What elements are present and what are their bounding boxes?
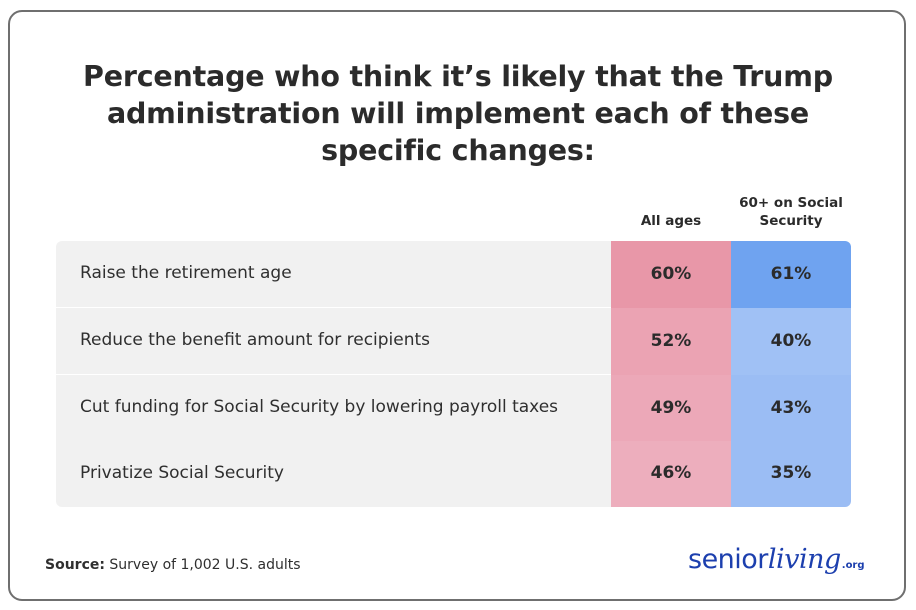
source-note: Source: Survey of 1,002 U.S. adults [45,557,301,573]
row-label-cell: Privatize Social Security [56,441,611,507]
table-row: Cut funding for Social Security by lower… [56,375,851,441]
seniorliving-logo: seniorliving.org [688,544,865,584]
table-row: Raise the retirement age 60% 61% [56,241,851,308]
chart-title: Percentage who think it’s likely that th… [0,58,916,169]
logo-org: .org [841,560,865,571]
table-row: Reduce the benefit amount for recipients… [56,308,851,375]
value-cell-all-ages: 60% [611,241,731,308]
value-cell-all-ages: 52% [611,308,731,375]
row-label-cell: Raise the retirement age [56,241,611,307]
table-row: Privatize Social Security 46% 35% [56,441,851,507]
logo-living: living [767,544,841,575]
column-header-senior-line-2: Security [759,212,823,229]
row-label: Raise the retirement age [80,263,292,283]
row-label: Reduce the benefit amount for recipients [80,330,431,350]
title-line-3: specific changes: [321,134,595,167]
value-cell-senior: 43% [731,375,851,441]
column-header-senior: 60+ on Social Security [721,195,861,230]
logo-senior: senior [688,544,768,575]
source-label: Source: [45,557,105,573]
column-header-senior-line-1: 60+ on Social [739,195,843,211]
row-label-cell: Reduce the benefit amount for recipients [56,308,611,374]
column-header-all-ages-text: All ages [640,213,702,229]
value-cell-all-ages: 49% [611,375,731,441]
value-cell-senior: 61% [731,241,851,308]
row-label: Privatize Social Security [80,463,284,483]
title-line-2: administration will implement each of th… [106,97,810,130]
column-header-all-ages: All ages [611,213,731,231]
row-label-cell: Cut funding for Social Security by lower… [56,375,611,441]
row-label: Cut funding for Social Security by lower… [80,397,559,417]
value-cell-all-ages: 46% [611,441,731,507]
value-cell-senior: 35% [731,441,851,507]
source-text: Survey of 1,002 U.S. adults [104,557,301,573]
value-cell-senior: 40% [731,308,851,375]
title-line-1: Percentage who think it’s likely that th… [83,60,833,93]
